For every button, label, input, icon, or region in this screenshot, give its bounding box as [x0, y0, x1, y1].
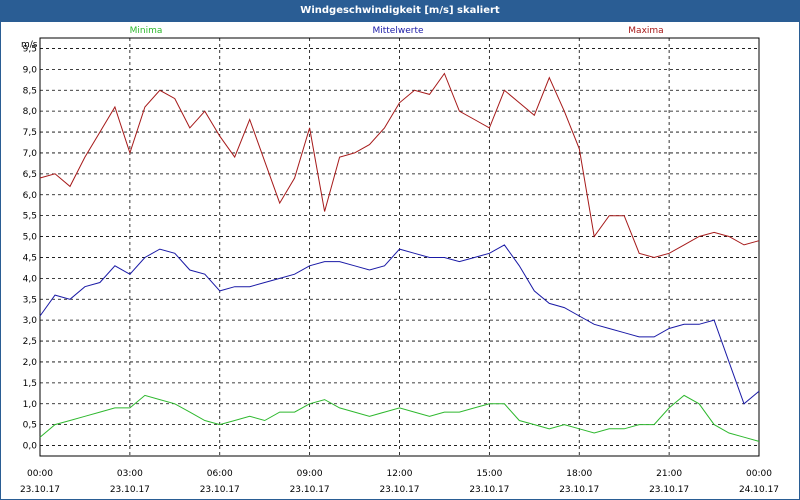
- legend-item: Maxima: [628, 26, 663, 36]
- x-tick-time: 15:00: [476, 469, 502, 479]
- grid: [40, 38, 759, 456]
- x-axis-ticks: 00:00 23.10.17 03:00 23.10.17 06:00 23.10.17 0…: [20, 469, 779, 495]
- window-title: Windgeschwindigkeit [m/s] skaliert: [1, 0, 799, 22]
- x-tick-date: 23.10.17: [469, 485, 509, 495]
- y-tick-label: 9,0: [23, 65, 38, 75]
- x-tick-time: 12:00: [387, 469, 413, 479]
- y-tick-label: 9,5: [23, 44, 37, 54]
- y-tick-label: 2,0: [23, 358, 38, 368]
- x-tick-time: 06:00: [207, 469, 233, 479]
- x-tick-time: 03:00: [117, 469, 143, 479]
- legend-item: Minima: [130, 26, 163, 36]
- series-lines: [39, 72, 760, 442]
- y-tick-label: 5,5: [23, 212, 37, 222]
- y-tick-label: 8,5: [23, 86, 37, 96]
- y-tick-label: 5,0: [23, 233, 38, 243]
- y-tick-label: 7,5: [23, 128, 37, 138]
- x-tick-date: 23.10.17: [200, 485, 240, 495]
- legend-item: Mittelwerte: [372, 26, 423, 36]
- y-tick-label: 7,0: [23, 149, 38, 159]
- x-tick-date: 23.10.17: [649, 485, 689, 495]
- y-tick-label: 0,5: [23, 421, 37, 431]
- x-tick-time: 18:00: [566, 469, 592, 479]
- series-line-minima: [39, 394, 760, 442]
- series-line-mittelwerte: [39, 244, 760, 405]
- y-tick-label: 4,5: [23, 253, 37, 263]
- x-tick-time: 09:00: [297, 469, 323, 479]
- x-tick-date: 24.10.17: [739, 485, 779, 495]
- y-axis-unit-label: m/s: [21, 40, 38, 50]
- x-tick-date: 23.10.17: [379, 485, 419, 495]
- x-tick-time: 21:00: [656, 469, 682, 479]
- y-tick-label: 8,0: [23, 107, 38, 117]
- x-tick-date: 23.10.17: [110, 485, 150, 495]
- y-tick-label: 6,5: [23, 170, 37, 180]
- x-tick-date: 23.10.17: [20, 485, 60, 495]
- y-tick-label: 4,0: [23, 274, 38, 284]
- y-axis-ticks: 0,0 0,5 1,0 1,5 2,0 2,5 3,0 3,5 4,0 4,5 5,0 5,5 6,0 6…: [23, 44, 38, 451]
- y-tick-label: 1,0: [23, 400, 38, 410]
- y-tick-label: 3,5: [23, 295, 37, 305]
- legend: Minima Mittelwerte Maxima: [130, 26, 664, 36]
- series-line-maxima: [39, 72, 760, 259]
- x-tick-time: 00:00: [746, 469, 772, 479]
- y-tick-label: 1,5: [23, 379, 37, 389]
- x-tick-date: 23.10.17: [559, 485, 599, 495]
- x-tick-date: 23.10.17: [290, 485, 330, 495]
- x-tick-time: 00:00: [27, 469, 53, 479]
- y-tick-label: 6,0: [23, 191, 38, 201]
- y-tick-label: 2,5: [23, 337, 37, 347]
- y-tick-label: 3,0: [23, 316, 38, 326]
- y-tick-label: 0,0: [23, 442, 38, 452]
